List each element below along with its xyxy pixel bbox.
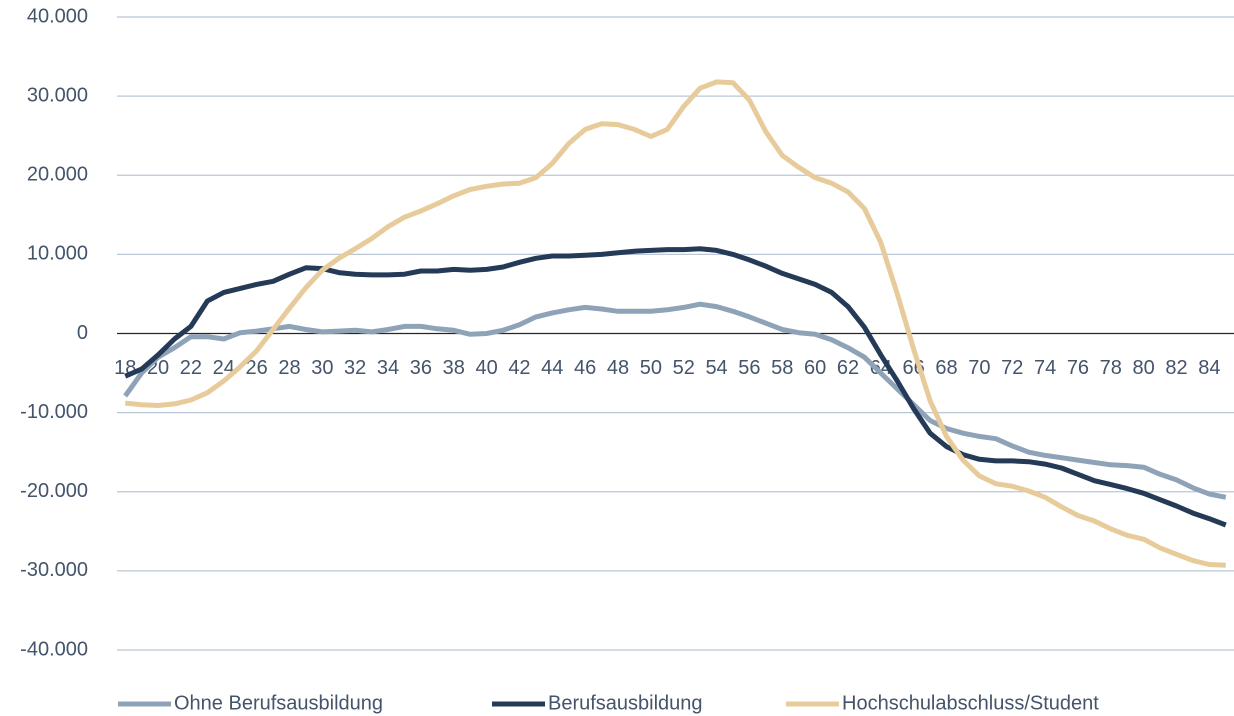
x-tick-label: 50 bbox=[640, 357, 662, 379]
x-tick-label: 22 bbox=[180, 357, 202, 379]
x-tick-label: 48 bbox=[607, 357, 629, 379]
series-line bbox=[124, 79, 1226, 568]
x-tick-label: 30 bbox=[311, 357, 333, 379]
y-tick-label: 30.000 bbox=[27, 84, 88, 106]
x-tick-label: 36 bbox=[410, 357, 432, 379]
y-tick-label: -30.000 bbox=[20, 559, 88, 581]
x-tick-label: 72 bbox=[1001, 357, 1023, 379]
x-tick-label: 74 bbox=[1034, 357, 1056, 379]
x-tick-label: 58 bbox=[771, 357, 793, 379]
x-tick-label: 40 bbox=[475, 357, 497, 379]
y-tick-label: -20.000 bbox=[20, 480, 88, 502]
x-tick-label: 46 bbox=[574, 357, 596, 379]
x-tick-label: 62 bbox=[837, 357, 859, 379]
series-line bbox=[123, 301, 1227, 500]
x-tick-label: 32 bbox=[344, 357, 366, 379]
legend-label: Berufsausbildung bbox=[548, 692, 703, 714]
x-tick-label: 70 bbox=[968, 357, 990, 379]
x-tick-label: 44 bbox=[541, 357, 563, 379]
x-tick-label: 84 bbox=[1198, 357, 1220, 379]
x-tick-label: 82 bbox=[1165, 357, 1187, 379]
x-tick-label: 60 bbox=[804, 357, 826, 379]
y-tick-label: 20.000 bbox=[27, 164, 88, 186]
x-tick-label: 68 bbox=[935, 357, 957, 379]
legend-label: Ohne Berufsausbildung bbox=[174, 692, 383, 714]
x-tick-label: 42 bbox=[508, 357, 530, 379]
series-line bbox=[124, 246, 1227, 528]
y-tick-label: -40.000 bbox=[20, 638, 88, 660]
x-tick-label: 76 bbox=[1067, 357, 1089, 379]
y-tick-label: 0 bbox=[77, 322, 88, 344]
legend-label: Hochschulabschluss/Student bbox=[842, 692, 1099, 714]
x-tick-label: 52 bbox=[673, 357, 695, 379]
x-tick-label: 26 bbox=[246, 357, 268, 379]
x-tick-label: 78 bbox=[1100, 357, 1122, 379]
x-tick-label: 56 bbox=[738, 357, 760, 379]
y-tick-label: -10.000 bbox=[20, 401, 88, 423]
y-tick-label: 40.000 bbox=[27, 5, 88, 27]
x-tick-label: 38 bbox=[443, 357, 465, 379]
x-tick-label: 54 bbox=[705, 357, 727, 379]
y-tick-label: 10.000 bbox=[27, 243, 88, 265]
x-tick-label: 28 bbox=[278, 357, 300, 379]
x-tick-label: 80 bbox=[1133, 357, 1155, 379]
x-tick-label: 34 bbox=[377, 357, 399, 379]
